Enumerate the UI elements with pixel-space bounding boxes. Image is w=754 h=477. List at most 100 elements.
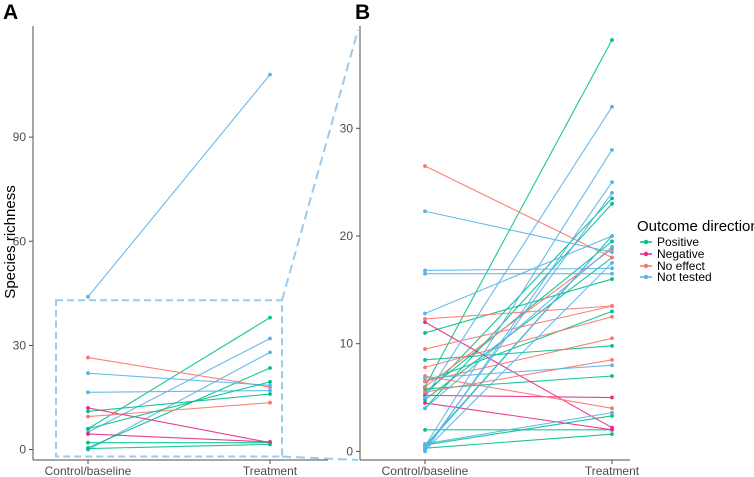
panel-b-series-no-effect-line xyxy=(424,359,613,393)
panel-b-series-negative-line xyxy=(424,394,613,399)
legend-label-no-effect: No effect xyxy=(657,259,705,273)
panel-a-series-not-tested-point-control xyxy=(86,294,90,299)
panel-b-series-no-effect-point-control xyxy=(423,390,427,395)
panel-a-series-positive-line xyxy=(87,317,271,430)
panel-b-series-not-tested-point-treatment xyxy=(610,234,614,238)
panel-a-y-axis-label: Species richness xyxy=(2,185,19,298)
panel-b-series-positive-line xyxy=(424,433,613,449)
panel-a-series-not-tested-line xyxy=(87,372,271,386)
panel-b-series-not-tested-point-treatment xyxy=(610,250,614,255)
panel-a-series-positive-point-control xyxy=(86,446,90,451)
panel-b-series-not-tested-point-control xyxy=(423,441,427,446)
panel-b-series-positive-point-treatment xyxy=(610,432,614,437)
panel-b-series-not-tested-point-treatment xyxy=(610,244,614,249)
panel-a-series-not-tested-line xyxy=(87,74,271,298)
panel-b-series-not-tested-point-treatment xyxy=(610,410,614,415)
panel-b-series-no-effect-point-control xyxy=(423,347,427,351)
panel-b-series-not-tested-line xyxy=(424,412,613,445)
legend-key-dot-not-tested xyxy=(643,274,649,280)
panel-b-series-not-tested-point-control xyxy=(423,445,427,449)
panel-a-series-not-tested-line xyxy=(87,390,271,393)
panel-a-series-positive-point-control xyxy=(86,409,90,414)
panel-a-series-not-tested-point-treatment xyxy=(268,383,272,388)
legend-item-no-effect: No effect xyxy=(640,259,705,273)
panel-b-series-positive-point-treatment xyxy=(610,343,614,348)
panel-b-series-not-tested-line xyxy=(424,364,613,379)
panel-b-series-not-tested-point-control xyxy=(423,311,427,316)
panel-a-series-no-effect-line xyxy=(87,402,271,418)
panel-b-y-tick-label: 0 xyxy=(346,444,353,458)
panel-b-series-positive-line xyxy=(424,415,613,446)
panel-b-series-not-tested-point-treatment xyxy=(610,261,614,265)
panel-b-series-negative-line xyxy=(424,321,613,429)
panel-a-x-tick-label: Treatment xyxy=(243,464,298,477)
panel-b-series-positive-line xyxy=(424,310,613,382)
panel-b-series-no-effect-point-treatment xyxy=(610,304,614,308)
panel-b-series-not-tested-line xyxy=(424,210,613,253)
panel-a-y-tick-label: 0 xyxy=(19,443,26,457)
panel-b-series-positive-point-control xyxy=(423,331,427,335)
panel-b-series-positive-line xyxy=(424,197,613,396)
panel-b-series-no-effect-point-treatment xyxy=(610,314,614,319)
panel-a-y-tick-label: 30 xyxy=(13,338,27,352)
panel-b-series-not-tested-line xyxy=(424,192,613,450)
zoom-connector-bottom xyxy=(281,455,359,461)
panel-a-series-not-tested-line xyxy=(87,351,271,451)
panel-b-letter: B xyxy=(355,1,370,24)
panel-b-y-tick-label: 10 xyxy=(340,337,354,351)
panel-a-letter: A xyxy=(3,1,18,24)
panel-a-series-not-tested-point-treatment xyxy=(268,72,272,77)
panel-b-series-not-tested-point-treatment xyxy=(610,104,614,109)
panel-a-series-not-tested-point-control xyxy=(86,390,90,395)
legend-label-negative: Negative xyxy=(657,247,705,261)
panel-a-series-positive-line xyxy=(87,367,271,449)
panel-a-series-positive-point-treatment xyxy=(268,442,272,447)
panel-a-series-no-effect-point-control xyxy=(86,414,90,419)
panel-b-series-positive-point-treatment xyxy=(610,239,614,244)
panel-b-series-no-effect-line xyxy=(424,375,613,409)
panel-a: 0 30 60 90 Control/baseline Treatment xyxy=(13,26,328,477)
panel-a-series-positive-point-treatment xyxy=(268,366,272,370)
panel-a-series-not-tested-point-treatment xyxy=(268,388,272,393)
panel-b-series-positive-point-control xyxy=(423,427,427,432)
panel-a-series-positive-point-control xyxy=(86,426,90,431)
panel-a-series-not-tested-point-treatment xyxy=(268,336,272,341)
panel-a-series-negative-point-control xyxy=(86,432,90,436)
panel-b-x-tick-label: Treatment xyxy=(585,464,640,477)
panel-b-series-not-tested-point-control xyxy=(423,271,427,276)
panel-b-series-not-tested-point-treatment xyxy=(610,191,614,195)
legend: Outcome direction Positive Negative No e… xyxy=(637,218,754,284)
panel-b-x-tick-label: Control/baseline xyxy=(382,464,469,477)
panel-a-series-negative-line xyxy=(87,433,271,443)
panel-b-series-not-tested-point-treatment xyxy=(610,271,614,276)
legend-item-negative: Negative xyxy=(640,247,705,261)
zoom-indicator xyxy=(55,29,359,461)
panel-b-series-positive-point-treatment xyxy=(610,413,614,418)
panel-b-series-negative-point-control xyxy=(423,401,427,405)
panel-a-series-positive-point-treatment xyxy=(268,379,272,384)
panel-b-series-not-tested-line xyxy=(424,267,613,272)
panel-a-series-no-effect-point-control xyxy=(86,355,90,360)
panel-b-series-no-effect-line xyxy=(424,337,613,382)
panel-b-series-not-tested-line xyxy=(424,235,613,448)
panel-b-series-positive-point-treatment xyxy=(610,201,614,206)
legend-title: Outcome direction xyxy=(637,218,754,235)
panel-b-series-not-tested-line xyxy=(424,246,613,409)
panel-a-series-positive-line xyxy=(87,381,271,430)
panel-b-y-tick-label: 30 xyxy=(340,121,354,135)
zoom-connector-top xyxy=(281,29,359,301)
panel-b-series-not-tested-point-control xyxy=(423,268,427,273)
legend-item-not-tested: Not tested xyxy=(640,270,712,284)
panel-b-series-no-effect-point-treatment xyxy=(610,336,614,341)
legend-key-dot-negative xyxy=(643,251,649,257)
legend-key-dot-no-effect xyxy=(643,263,649,269)
panel-b-series-not-tested-point-treatment xyxy=(610,180,614,185)
panel-b-series-no-effect-point-control xyxy=(423,164,427,168)
panel-b-series-not-tested-line xyxy=(424,235,613,315)
panel-b-series-no-effect-line xyxy=(424,165,613,259)
panel-b-series-negative-point-treatment xyxy=(610,395,614,400)
panel-b-series-negative-point-treatment xyxy=(610,427,614,432)
panel-b-series-no-effect-point-control xyxy=(423,379,427,384)
panel-b-series-no-effect-point-treatment xyxy=(610,406,614,411)
